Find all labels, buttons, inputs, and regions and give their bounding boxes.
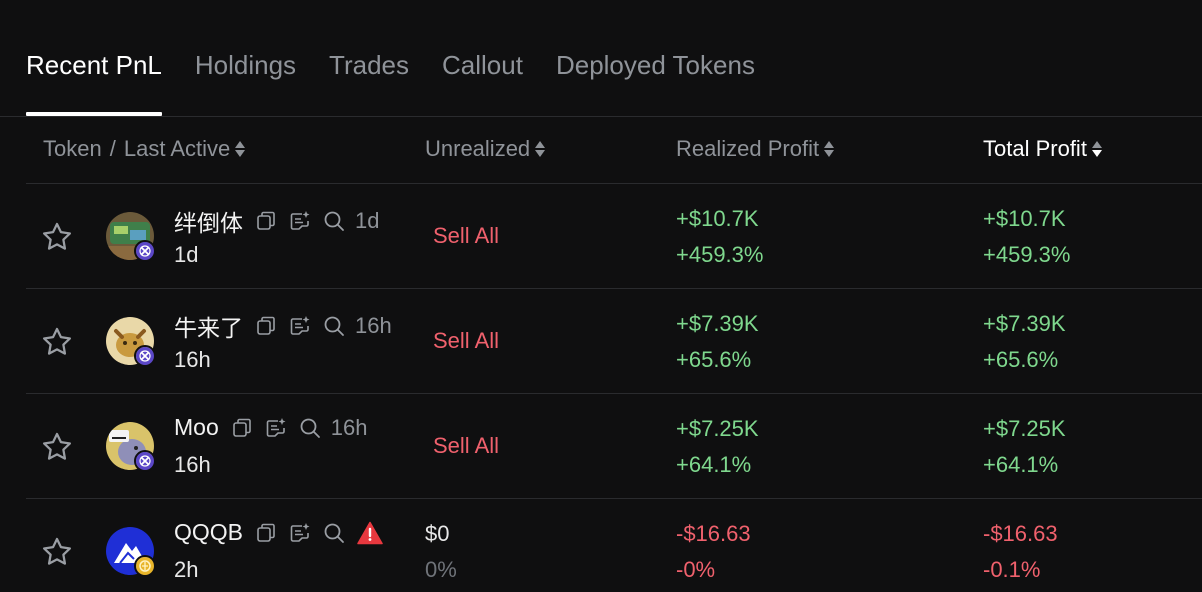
header-slash: / (109, 136, 116, 161)
header-last-active-label: Last Active (123, 136, 231, 161)
star-icon[interactable] (40, 535, 74, 569)
search-icon[interactable] (323, 315, 345, 337)
header-token-label: Token (43, 136, 102, 161)
token-name[interactable]: Moo (174, 414, 219, 440)
token-age: 1d (355, 208, 380, 233)
table-row[interactable]: 牛来了 16h 16h Sell All +$7.39K +65.6% +$7.… (26, 289, 1202, 394)
header-realized-profit-label: Realized Profit (676, 136, 820, 161)
note-sparkle-icon[interactable] (289, 522, 311, 544)
search-icon[interactable] (299, 417, 321, 439)
realized-profit-pct: +65.6% (676, 347, 752, 372)
realized-profit-value: +$7.39K (676, 311, 759, 336)
total-profit-pct: -0.1% (983, 557, 1041, 582)
table-row[interactable]: QQQB 2h $0 0% -$16.63 -0% -$16.63 -0.1% (26, 499, 1202, 592)
token-name[interactable]: 绊倒体 (174, 210, 243, 236)
avatar (106, 317, 156, 367)
total-profit-value: -$16.63 (983, 521, 1058, 546)
search-icon[interactable] (323, 210, 345, 232)
total-profit-pct: +459.3% (983, 242, 1071, 267)
header-token-last-active[interactable]: Token / Last Active (43, 136, 246, 162)
sort-desc-icon[interactable] (1091, 140, 1102, 158)
last-active: 16h (174, 452, 211, 477)
note-sparkle-icon[interactable] (265, 417, 287, 439)
unrealized-value: $0 (425, 521, 450, 546)
copy-icon[interactable] (255, 522, 277, 544)
tab-recent-pnl[interactable]: Recent PnL (26, 50, 162, 116)
sort-icon[interactable] (235, 140, 246, 158)
table-header: Token / Last Active Unrealized Realized … (26, 117, 1202, 184)
realized-profit-value: -$16.63 (676, 521, 751, 546)
token-name-line: QQQB (174, 519, 383, 546)
avatar (106, 212, 156, 262)
total-profit-pct: +64.1% (983, 452, 1059, 477)
chain-badge-icon (134, 555, 156, 577)
realized-profit-value: +$10.7K (676, 206, 759, 231)
header-unrealized-label: Unrealized (425, 136, 531, 161)
warning-icon[interactable] (357, 521, 383, 545)
tab-trades[interactable]: Trades (329, 50, 410, 80)
chain-badge-icon (134, 450, 156, 472)
token-name[interactable]: QQQB (174, 519, 244, 545)
avatar (106, 527, 156, 577)
last-active: 2h (174, 557, 199, 582)
realized-profit-pct: -0% (676, 557, 716, 582)
star-icon[interactable] (40, 325, 74, 359)
sell-all-button[interactable]: Sell All (433, 328, 500, 353)
token-name-line: 绊倒体 1d (174, 204, 379, 238)
last-active: 16h (174, 347, 211, 372)
header-realized-profit[interactable]: Realized Profit (676, 136, 835, 162)
realized-profit-pct: +64.1% (676, 452, 752, 477)
star-icon[interactable] (40, 430, 74, 464)
unrealized-pct: 0% (425, 557, 457, 582)
tab-callout[interactable]: Callout (442, 50, 523, 80)
table-row[interactable]: 绊倒体 1d 1d Sell All +$10.7K +459.3% +$10.… (26, 184, 1202, 289)
tab-bar: Recent PnL Holdings Trades Callout Deplo… (26, 0, 788, 116)
total-profit-pct: +65.6% (983, 347, 1059, 372)
total-profit-value: +$7.25K (983, 416, 1066, 441)
token-name-line: 牛来了 16h (174, 309, 392, 343)
realized-profit-pct: +459.3% (676, 242, 764, 267)
header-total-profit[interactable]: Total Profit (983, 136, 1102, 162)
header-total-profit-label: Total Profit (983, 136, 1087, 161)
chain-badge-icon (134, 240, 156, 262)
token-age: 16h (355, 313, 392, 338)
total-profit-value: +$7.39K (983, 311, 1066, 336)
sell-all-button[interactable]: Sell All (433, 433, 500, 458)
star-icon[interactable] (40, 220, 74, 254)
sort-icon[interactable] (824, 140, 835, 158)
table-row[interactable]: Moo 16h 16h Sell All +$7.25K +64.1% +$7.… (26, 394, 1202, 499)
realized-profit-value: +$7.25K (676, 416, 759, 441)
tabs-divider (0, 116, 1202, 117)
note-sparkle-icon[interactable] (289, 315, 311, 337)
token-name[interactable]: 牛来了 (174, 315, 243, 341)
note-sparkle-icon[interactable] (289, 210, 311, 232)
tab-holdings[interactable]: Holdings (194, 50, 297, 80)
sell-all-button[interactable]: Sell All (433, 223, 500, 248)
last-active: 1d (174, 242, 199, 267)
copy-icon[interactable] (255, 315, 277, 337)
token-name-line: Moo 16h (174, 414, 367, 441)
chain-badge-icon (134, 345, 156, 367)
copy-icon[interactable] (231, 417, 253, 439)
total-profit-value: +$10.7K (983, 206, 1066, 231)
copy-icon[interactable] (255, 210, 277, 232)
header-unrealized[interactable]: Unrealized (425, 136, 546, 162)
token-age: 16h (330, 414, 368, 440)
search-icon[interactable] (323, 522, 345, 544)
avatar (106, 422, 156, 472)
tab-deployed-tokens[interactable]: Deployed Tokens (555, 50, 755, 80)
sort-icon[interactable] (535, 140, 546, 158)
